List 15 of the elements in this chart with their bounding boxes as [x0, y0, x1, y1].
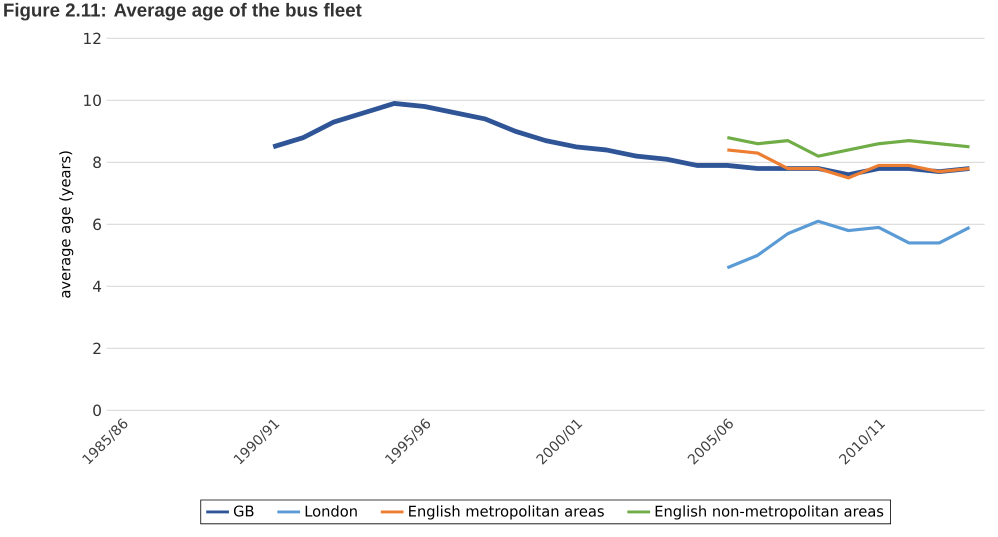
legend-label: English metropolitan areas	[409, 505, 604, 520]
y-tick-label: 4	[92, 280, 102, 292]
legend-label: English non-metropolitan areas	[656, 505, 884, 520]
y-tick-label: 8	[93, 156, 101, 168]
line-series	[726, 220, 972, 270]
y-axis-title: average age (years)	[59, 151, 74, 298]
y-tick-label: 0	[93, 404, 101, 416]
y-tick-label: 12	[84, 32, 100, 44]
legend-label: London	[306, 505, 357, 517]
y-tick-label: 2	[93, 342, 100, 354]
chart-title: Figure 2.11: Average age of the bus fleet	[4, 2, 362, 20]
line-series	[726, 148, 972, 180]
y-tick-label: 10	[84, 94, 101, 106]
y-tick-label: 6	[93, 218, 101, 230]
legend-label: GB	[234, 505, 254, 517]
